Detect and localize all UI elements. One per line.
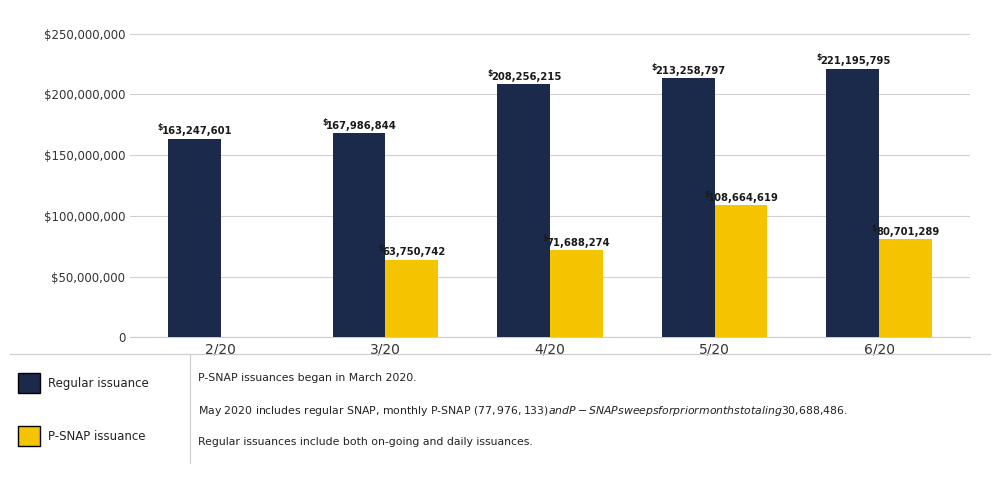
Text: 80,701,289: 80,701,289 bbox=[876, 227, 939, 237]
Bar bbox=[715, 205, 767, 337]
Text: $: $ bbox=[378, 244, 383, 253]
Bar bbox=[168, 139, 221, 337]
Text: 167,986,844: 167,986,844 bbox=[326, 120, 397, 131]
Bar bbox=[333, 134, 385, 337]
Bar bbox=[385, 260, 438, 337]
Text: $: $ bbox=[704, 189, 709, 199]
Bar bbox=[879, 240, 932, 337]
Text: Regular issuance: Regular issuance bbox=[48, 377, 149, 389]
Text: 108,664,619: 108,664,619 bbox=[708, 193, 779, 203]
Text: 163,247,601: 163,247,601 bbox=[161, 126, 232, 136]
Bar bbox=[662, 79, 715, 337]
Text: 221,195,795: 221,195,795 bbox=[820, 56, 890, 66]
Text: 213,258,797: 213,258,797 bbox=[655, 66, 726, 76]
Bar bbox=[497, 84, 550, 337]
Text: $: $ bbox=[651, 63, 657, 71]
Text: $: $ bbox=[487, 68, 492, 78]
Text: May 2020 includes regular SNAP, monthly P-SNAP ($77,976,133) and P-SNAP sweeps f: May 2020 includes regular SNAP, monthly … bbox=[198, 403, 848, 418]
Text: $: $ bbox=[158, 123, 163, 132]
Text: $: $ bbox=[872, 224, 877, 232]
Text: $: $ bbox=[543, 234, 548, 243]
Text: Regular issuances include both on-going and daily issuances.: Regular issuances include both on-going … bbox=[198, 438, 533, 447]
Bar bbox=[826, 69, 879, 337]
Text: $: $ bbox=[322, 118, 328, 126]
Text: P-SNAP issuances began in March 2020.: P-SNAP issuances began in March 2020. bbox=[198, 374, 417, 383]
Bar bbox=[550, 250, 603, 337]
Text: P-SNAP issuance: P-SNAP issuance bbox=[48, 430, 146, 442]
Text: $: $ bbox=[816, 53, 821, 62]
Text: 63,750,742: 63,750,742 bbox=[382, 247, 446, 257]
Text: 71,688,274: 71,688,274 bbox=[547, 238, 610, 248]
Text: 208,256,215: 208,256,215 bbox=[491, 72, 561, 82]
